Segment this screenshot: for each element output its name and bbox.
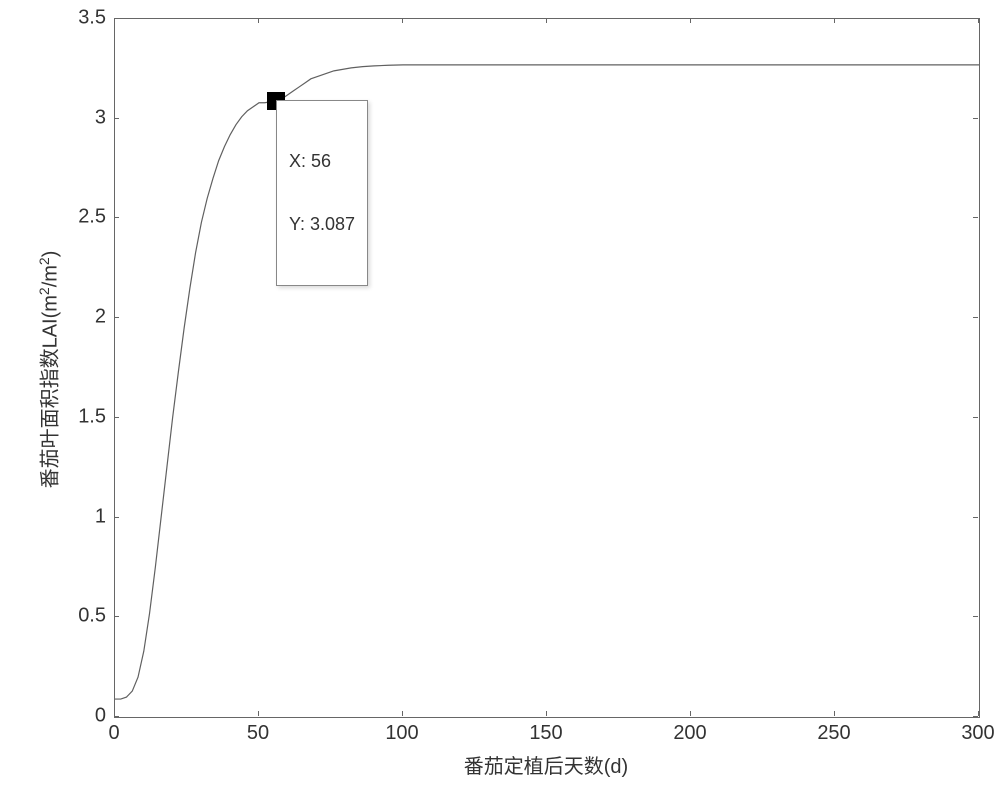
annotation-x: X: 56 bbox=[289, 151, 355, 172]
lai-curve bbox=[115, 65, 979, 699]
annotation-y: Y: 3.087 bbox=[289, 214, 355, 235]
ylabel-sup1: 2 bbox=[36, 287, 52, 295]
y-tick-label: 2.5 bbox=[78, 206, 106, 229]
x-tick-label: 300 bbox=[961, 722, 994, 745]
chart-container: 0 0.5 1 1.5 2 2.5 3 3.5 0 50 100 150 200 250 300 番茄定植… bbox=[0, 0, 1000, 786]
data-tip-annotation: X: 56 Y: 3.087 bbox=[276, 100, 368, 286]
ylabel-mid: /m bbox=[40, 265, 62, 287]
x-tick-label: 200 bbox=[673, 722, 706, 745]
y-tick-label: 0 bbox=[95, 705, 106, 728]
y-tick-label: 0.5 bbox=[78, 605, 106, 628]
x-tick-label: 100 bbox=[385, 722, 418, 745]
ylabel-prefix: 番茄叶面积指数LAI(m bbox=[40, 295, 62, 488]
y-tick-label: 3 bbox=[95, 106, 106, 129]
y-axis-label: 番茄叶面积指数LAI(m2/m2) bbox=[34, 170, 63, 570]
ylabel-sup2: 2 bbox=[36, 257, 52, 265]
x-tick-label: 50 bbox=[247, 722, 269, 745]
ylabel-suffix: ) bbox=[40, 251, 62, 258]
y-tick-label: 1 bbox=[95, 505, 106, 528]
x-axis-label: 番茄定植后天数(d) bbox=[446, 750, 646, 779]
y-tick-label: 1.5 bbox=[78, 405, 106, 428]
x-tick-label: 250 bbox=[817, 722, 850, 745]
x-tick-label: 0 bbox=[108, 722, 119, 745]
plot-area bbox=[114, 18, 980, 718]
x-tick-label: 150 bbox=[529, 722, 562, 745]
y-tick-label: 2 bbox=[95, 306, 106, 329]
line-path-svg bbox=[115, 19, 979, 717]
y-tick-label: 3.5 bbox=[78, 7, 106, 30]
